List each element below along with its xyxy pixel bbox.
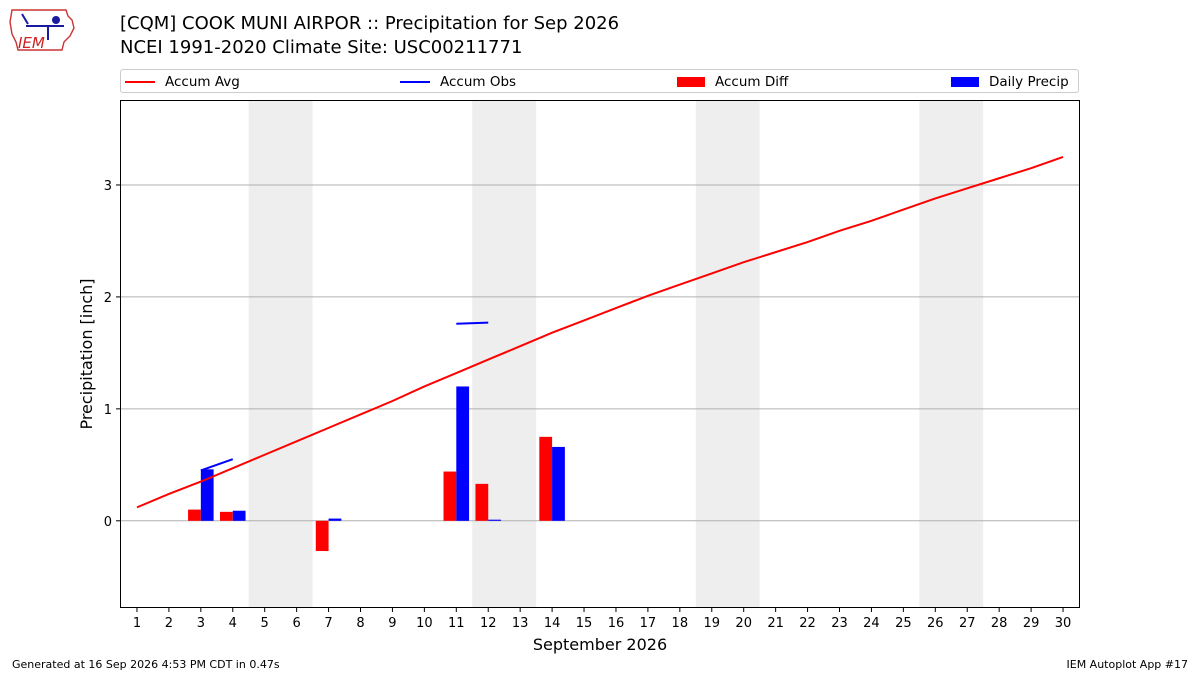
accum-diff-bar [443, 471, 457, 521]
accum-diff-bar [539, 436, 553, 521]
x-tick-label: 14 [544, 616, 561, 631]
accum-avg-line [136, 156, 1064, 509]
accum-diff-bar [219, 511, 233, 521]
legend-item-accum-avg: Accum Avg [125, 73, 240, 91]
chart-legend: Accum Avg Accum Obs Accum Diff Daily Pre… [120, 69, 1079, 93]
legend-swatch-daily-precip [951, 77, 979, 87]
x-tick-label: 8 [356, 616, 364, 631]
accum-obs-line [200, 458, 234, 472]
daily-precip-bar [200, 469, 214, 521]
x-tick-label: 29 [1023, 616, 1040, 631]
weekend-band [919, 101, 984, 607]
x-tick-label: 27 [959, 616, 976, 631]
iem-logo: IEM [6, 6, 80, 58]
x-tick-label: 5 [261, 616, 269, 631]
x-tick-label: 13 [512, 616, 529, 631]
y-axis-label: Precipitation [inch] [77, 278, 96, 429]
legend-label-accum-obs: Accum Obs [440, 74, 517, 90]
x-tick-label: 12 [480, 616, 497, 631]
x-tick-label: 10 [416, 616, 433, 631]
x-tick-label: 16 [608, 616, 625, 631]
x-tick-label: 23 [831, 616, 848, 631]
daily-precip-bar [328, 518, 342, 521]
legend-swatch-accum-obs [400, 81, 430, 83]
x-tick-label: 6 [292, 616, 300, 631]
footer-app: IEM Autoplot App #17 [1066, 658, 1189, 671]
legend-label-accum-avg: Accum Avg [165, 74, 240, 90]
weekend-shading [248, 101, 984, 607]
x-tick-label: 18 [672, 616, 689, 631]
y-axis-ticks: 0 1 2 3 [104, 179, 121, 530]
x-tick-label: 15 [576, 616, 593, 631]
daily-precip-bar [552, 446, 565, 521]
x-tick-label: 17 [640, 616, 657, 631]
chart-title: [CQM] COOK MUNI AIRPOR :: Precipitation … [120, 13, 620, 34]
legend-swatch-accum-avg [125, 81, 155, 83]
x-tick-label: 24 [863, 616, 880, 631]
y-tick-label: 0 [104, 515, 112, 530]
x-tick-label: 30 [1055, 616, 1072, 631]
bars [188, 386, 565, 552]
x-tick-label: 26 [927, 616, 944, 631]
accum-obs-line [456, 321, 489, 325]
x-tick-label: 11 [448, 616, 465, 631]
x-tick-label: 9 [388, 616, 396, 631]
weekend-band [472, 101, 537, 607]
daily-precip-bar [456, 386, 470, 521]
x-tick-label: 28 [991, 616, 1008, 631]
legend-item-accum-obs: Accum Obs [400, 73, 516, 91]
x-tick-label: 1 [133, 616, 141, 631]
y-tick-label: 1 [104, 403, 112, 418]
footer-generated: Generated at 16 Sep 2026 4:53 PM CDT in … [12, 658, 280, 671]
x-tick-label: 3 [197, 616, 205, 631]
y-gridlines [121, 184, 1079, 522]
weekend-band [248, 101, 313, 607]
legend-item-daily-precip: Daily Precip [951, 73, 1069, 91]
x-tick-label: 2 [165, 616, 173, 631]
x-tick-label: 25 [895, 616, 912, 631]
daily-precip-bar [488, 519, 502, 521]
accum-diff-bar [315, 520, 329, 552]
lines [136, 156, 1064, 509]
plot-frame [120, 100, 1080, 608]
x-axis-ticks: 1 2 3 4 5 6 7 8 9 10 11 12 13 14 15 16 17 18 19 20 21 22 23 24 2… [133, 607, 1071, 631]
accum-diff-bar [188, 509, 201, 521]
legend-swatch-accum-diff [677, 77, 705, 87]
legend-label-daily-precip: Daily Precip [989, 74, 1069, 90]
logo-text: IEM [18, 34, 45, 52]
x-tick-label: 22 [799, 616, 816, 631]
x-tick-label: 20 [735, 616, 752, 631]
x-tick-label: 4 [229, 616, 237, 631]
legend-label-accum-diff: Accum Diff [715, 74, 789, 90]
x-tick-label: 19 [703, 616, 720, 631]
weekend-band [695, 101, 760, 607]
x-tick-label: 21 [767, 616, 784, 631]
chart-subtitle: NCEI 1991-2020 Climate Site: USC00211771 [120, 37, 523, 58]
x-tick-label: 7 [324, 616, 332, 631]
accum-diff-bar [475, 483, 489, 521]
legend-item-accum-diff: Accum Diff [677, 73, 788, 91]
y-tick-label: 2 [104, 291, 112, 306]
y-tick-label: 3 [104, 179, 112, 194]
x-axis-label: September 2026 [533, 635, 667, 654]
daily-precip-bar [232, 510, 246, 521]
